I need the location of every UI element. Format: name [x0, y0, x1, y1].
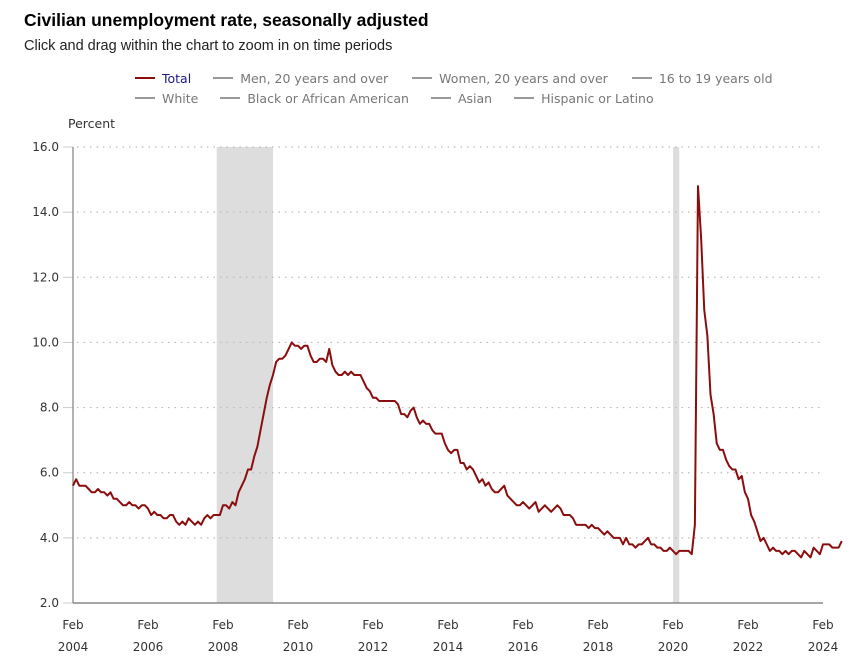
y-tick-label: 4.0: [40, 531, 59, 545]
legend-item-asian[interactable]: Asian: [430, 90, 493, 106]
legend-line-icon: [220, 97, 241, 99]
x-tick-year: 2006: [133, 640, 164, 654]
x-tick-year: 2016: [508, 640, 539, 654]
x-tick-month: Feb: [812, 618, 833, 632]
x-tick-year: 2014: [433, 640, 464, 654]
legend-label: Women, 20 years and over: [439, 70, 608, 86]
x-tick-month: Feb: [137, 618, 158, 632]
legend-line-icon: [135, 77, 155, 79]
x-tick-year: 2012: [358, 640, 389, 654]
x-tick-year: 2024: [808, 640, 839, 654]
y-axis-title: Percent: [68, 116, 115, 131]
legend-label: White: [162, 90, 199, 106]
legend-line-icon: [430, 97, 451, 99]
legend-line-icon: [213, 77, 234, 79]
x-tick-month: Feb: [362, 618, 383, 632]
legend-item-16-to-19-years-old[interactable]: 16 to 19 years old: [631, 70, 773, 86]
legend-label: Hispanic or Latino: [541, 90, 654, 106]
x-tick-year: 2010: [283, 640, 314, 654]
y-tick-label: 6.0: [40, 466, 59, 480]
recession-bands: [216, 147, 680, 603]
legend-item-black-or-african-american[interactable]: Black or African American: [220, 91, 409, 106]
x-tick-year: 2022: [733, 640, 764, 654]
legend-line-icon: [412, 77, 433, 79]
series-line-total[interactable]: [72, 185, 843, 559]
x-tick-year: 2020: [658, 640, 689, 654]
y-tick-label: 14.0: [32, 205, 59, 219]
legend-item-women-20-years-and-over[interactable]: Women, 20 years and over: [412, 71, 608, 86]
y-tick-label: 2.0: [40, 596, 59, 610]
y-tick-label: 12.0: [32, 270, 59, 284]
gridlines: [77, 146, 823, 539]
legend-item-hispanic-or-latino[interactable]: Hispanic or Latino: [514, 91, 654, 106]
series-points: [72, 185, 843, 558]
x-tick-year: 2004: [58, 640, 89, 654]
legend-label: Black or African American: [247, 90, 409, 106]
x-tick-month: Feb: [587, 618, 608, 632]
legend-item-men-20-years-and-over[interactable]: Men, 20 years and over: [213, 71, 388, 86]
legend-label: Asian: [457, 90, 493, 106]
x-tick-month: Feb: [437, 618, 458, 632]
recession-band: [216, 147, 273, 603]
legend-row: Total Men, 20 years and over Women, 20 yea…: [135, 68, 835, 88]
legend-label: Men, 20 years and over: [240, 70, 389, 86]
y-tick-label: 16.0: [32, 140, 59, 154]
legend-line-icon: [631, 77, 652, 79]
y-tick-label: 10.0: [32, 335, 59, 349]
x-tick-month: Feb: [512, 618, 533, 632]
legend-line-icon: [135, 97, 155, 99]
x-tick-month: Feb: [662, 618, 683, 632]
x-tick-year: 2008: [208, 640, 239, 654]
series-layer: [72, 185, 843, 559]
x-tick-year: 2018: [583, 640, 614, 654]
y-tick-label: 8.0: [40, 401, 59, 415]
legend-item-white[interactable]: White: [135, 91, 198, 106]
chart-title: Civilian unemployment rate, seasonally a…: [24, 10, 429, 30]
chart-subtitle: Click and drag within the chart to zoom …: [24, 38, 393, 54]
x-tick-month: Feb: [62, 618, 83, 632]
x-tick-month: Feb: [212, 618, 233, 632]
recession-band: [673, 147, 680, 603]
legend: Total Men, 20 years and over Women, 20 yea…: [135, 68, 835, 108]
legend-item-total[interactable]: Total: [135, 71, 191, 86]
legend-label: 16 to 19 years old: [658, 70, 773, 86]
legend-line-icon: [514, 97, 535, 99]
legend-label: Total: [162, 70, 192, 86]
legend-row: White Black or African American Asian Hispa…: [135, 88, 835, 108]
x-tick-month: Feb: [737, 618, 758, 632]
axes: 2.0 4.0 6.0 8.0 10.0 12.0 14.0 16.0 Feb 2004 Feb 20…: [32, 140, 838, 654]
x-tick-month: Feb: [287, 618, 308, 632]
